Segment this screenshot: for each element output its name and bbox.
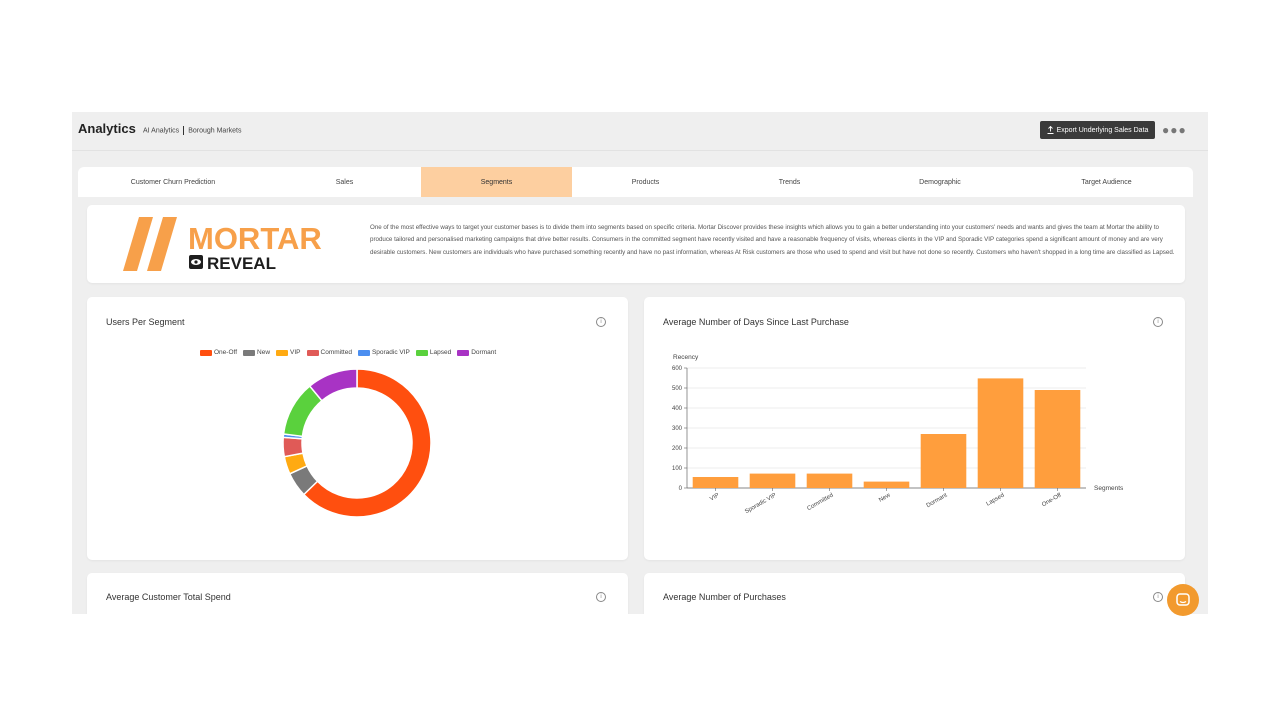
tab-demographic[interactable]: Demographic: [919, 178, 961, 186]
y-tick-label: 300: [672, 426, 683, 432]
legend-item-sporadic-vip[interactable]: Sporadic VIP: [357, 349, 410, 356]
bar-committed[interactable]: [806, 473, 853, 488]
donut-slice-one-off[interactable]: [302, 368, 432, 518]
info-icon[interactable]: i: [596, 317, 606, 327]
users-per-segment-title: Users Per Segment: [106, 317, 185, 327]
avg-purchases-card: Average Number of Purchases i: [644, 573, 1185, 614]
mortar-reveal-logo: MORTAR REVEAL: [123, 217, 322, 273]
legend-item-committed[interactable]: Committed: [306, 349, 352, 356]
tab-bar: Customer Churn Prediction Sales Segments…: [78, 167, 1193, 197]
legend-label: One-Off: [214, 349, 238, 356]
breadcrumb: AI Analytics Borough Markets: [143, 126, 242, 135]
info-icon[interactable]: i: [1153, 317, 1163, 327]
donut-slice-committed[interactable]: [282, 436, 304, 458]
legend-item-new[interactable]: New: [243, 349, 270, 356]
breadcrumb-borough-markets[interactable]: Borough Markets: [188, 127, 242, 135]
legend-item-dormant[interactable]: Dormant: [457, 349, 496, 356]
x-tick-label: New: [878, 492, 892, 504]
x-tick-label: Dormant: [926, 492, 949, 509]
segments-intro-card: MORTAR REVEAL One of the most effective …: [87, 205, 1185, 283]
x-tick-label: Committed: [806, 493, 834, 513]
upload-icon: [1047, 126, 1054, 134]
legend-swatch: [415, 349, 428, 356]
tab-target-audience[interactable]: Target Audience: [1081, 178, 1132, 186]
y-tick-label: 200: [672, 446, 683, 452]
bar-dormant[interactable]: [920, 434, 967, 488]
bar-new[interactable]: [863, 481, 910, 488]
y-tick-label: 0: [679, 486, 683, 492]
bar-lapsed[interactable]: [977, 378, 1024, 488]
tab-customer-churn-prediction[interactable]: Customer Churn Prediction: [130, 178, 216, 186]
x-axis-label: Segments: [1094, 485, 1124, 492]
legend-label: New: [257, 349, 271, 356]
header: Analytics AI Analytics Borough Markets Ex…: [72, 112, 1208, 151]
legend-item-one-off[interactable]: One-Off: [200, 349, 237, 356]
legend-label: VIP: [290, 349, 301, 356]
segments-description: One of the most effective ways to target…: [370, 224, 1175, 256]
legend-item-lapsed[interactable]: Lapsed: [415, 349, 452, 356]
export-sales-data-button[interactable]: Export Underlying Sales Data: [1040, 121, 1155, 139]
legend-swatch: [457, 349, 470, 356]
x-tick-label: Lapsed: [985, 493, 1005, 508]
donut-slice-dormant[interactable]: [308, 368, 358, 402]
tab-products[interactable]: Products: [631, 178, 660, 186]
y-tick-label: 100: [672, 466, 683, 472]
logo-text-mortar: MORTAR: [188, 221, 322, 256]
donut-chart: [282, 368, 432, 518]
info-icon[interactable]: i: [1153, 592, 1163, 602]
legend-swatch: [276, 349, 289, 356]
chat-launcher-button[interactable]: [1167, 584, 1199, 616]
y-axis-label: Recency: [673, 354, 699, 361]
logo-text-reveal: REVEAL: [207, 254, 276, 273]
tab-trends[interactable]: Trends: [778, 178, 801, 186]
info-icon[interactable]: i: [596, 592, 606, 602]
y-tick-label: 500: [672, 386, 683, 392]
avg-days-card: Average Number of Days Since Last Purcha…: [644, 297, 1185, 560]
users-per-segment-card: Users Per Segment i One-Off New VIP Committ…: [87, 297, 628, 560]
donut-legend: One-Off New VIP Committed Sporadic VIP Lapsed…: [200, 349, 496, 356]
bar-one-off[interactable]: [1034, 390, 1081, 488]
y-tick-label: 400: [672, 406, 683, 412]
legend-item-vip[interactable]: VIP: [276, 349, 301, 356]
avg-spend-card: Average Customer Total Spend i: [87, 573, 628, 614]
tab-sales[interactable]: Sales: [335, 178, 354, 186]
avg-spend-title: Average Customer Total Spend: [106, 592, 231, 602]
breadcrumb-separator: [183, 126, 185, 135]
legend-label: Lapsed: [429, 349, 452, 356]
bar-sporadic-vip[interactable]: [749, 473, 796, 488]
export-label: Export Underlying Sales Data: [1056, 126, 1149, 134]
legend-label: Sporadic VIP: [371, 349, 410, 356]
legend-label: Committed: [320, 349, 352, 356]
breadcrumb-ai-analytics[interactable]: AI Analytics: [143, 127, 180, 135]
chat-icon: [1176, 593, 1190, 606]
analytics-app: Analytics AI Analytics Borough Markets Ex…: [72, 112, 1208, 614]
avg-days-title: Average Number of Days Since Last Purcha…: [663, 317, 849, 327]
more-icon[interactable]: ●●●: [1162, 123, 1187, 137]
legend-label: Dormant: [471, 349, 497, 356]
tab-segments[interactable]: Segments: [421, 167, 572, 197]
page-title: Analytics: [78, 121, 136, 136]
x-tick-label: One-Off: [1041, 492, 1063, 508]
bar-chart: Recency 0 100 200 300 400 500 600 VIP Sporadic VI…: [672, 354, 1124, 516]
y-tick-label: 600: [672, 366, 683, 372]
legend-swatch: [306, 349, 319, 356]
avg-purchases-title: Average Number of Purchases: [663, 592, 786, 602]
bar-vip[interactable]: [692, 477, 739, 488]
x-tick-label: VIP: [709, 493, 720, 503]
legend-swatch: [200, 349, 212, 356]
legend-swatch: [357, 349, 370, 356]
x-tick-label: Sporadic VIP: [744, 493, 777, 516]
legend-swatch: [243, 349, 256, 356]
